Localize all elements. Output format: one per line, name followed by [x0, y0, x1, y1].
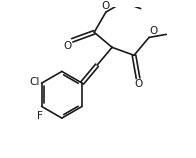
Text: O: O — [63, 41, 72, 51]
Text: F: F — [37, 111, 43, 121]
Text: O: O — [150, 26, 158, 36]
Text: O: O — [134, 79, 142, 89]
Text: Cl: Cl — [29, 77, 39, 87]
Text: O: O — [102, 1, 110, 11]
